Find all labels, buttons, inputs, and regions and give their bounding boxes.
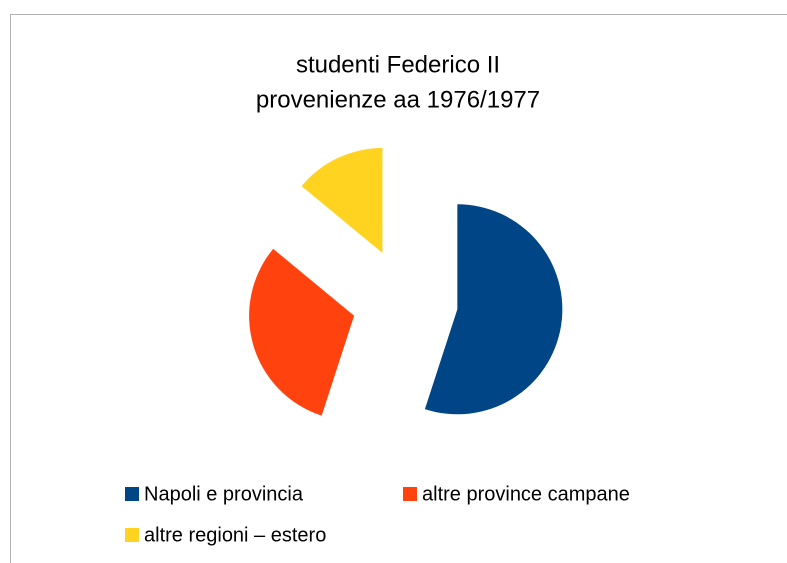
legend-label: altre province campane [422,483,630,505]
chart-title: studenti Federico II [296,51,500,78]
pie-slice [249,248,355,416]
chart-border [10,14,787,563]
legend-swatch [403,487,417,501]
pie-slice [424,204,563,415]
legend-label: altre regioni – estero [144,524,326,546]
pie-slice [301,148,383,254]
legend-swatch [125,487,139,501]
chart-title: provenienze aa 1976/1977 [256,86,540,113]
legend-label: Napoli e provincia [144,483,304,505]
legend-swatch [125,528,139,542]
